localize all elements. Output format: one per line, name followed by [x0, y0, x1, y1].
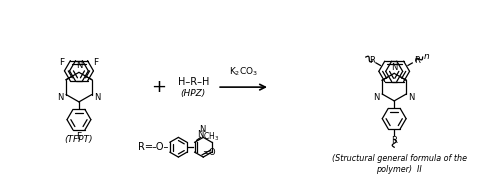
Text: (Structural general formula of the
polymer)  II: (Structural general formula of the polym… [332, 154, 466, 174]
Text: =O: =O [202, 148, 215, 157]
Text: (HPZ): (HPZ) [180, 89, 206, 97]
Text: R: R [392, 136, 397, 145]
Text: N: N [199, 125, 205, 134]
Text: H–R–H: H–R–H [178, 77, 209, 87]
Text: F: F [94, 58, 98, 67]
Text: N: N [196, 130, 203, 139]
Text: –O–: –O– [152, 142, 169, 152]
Text: n: n [424, 51, 430, 61]
Text: R: R [414, 56, 420, 65]
Text: (TFPT): (TFPT) [64, 135, 93, 144]
Text: N: N [374, 93, 380, 102]
Text: K$_2$CO$_3$: K$_2$CO$_3$ [229, 66, 258, 78]
Text: F: F [76, 132, 82, 141]
Text: CH$_3$: CH$_3$ [202, 130, 219, 143]
Text: +: + [151, 78, 166, 96]
Text: R=: R= [138, 142, 152, 152]
Text: N: N [76, 61, 82, 70]
Text: N: N [408, 93, 415, 102]
Text: F: F [59, 58, 64, 67]
Text: N: N [94, 93, 101, 102]
Text: R: R [369, 56, 374, 65]
Text: N: N [57, 93, 64, 102]
Text: N: N [391, 63, 398, 72]
